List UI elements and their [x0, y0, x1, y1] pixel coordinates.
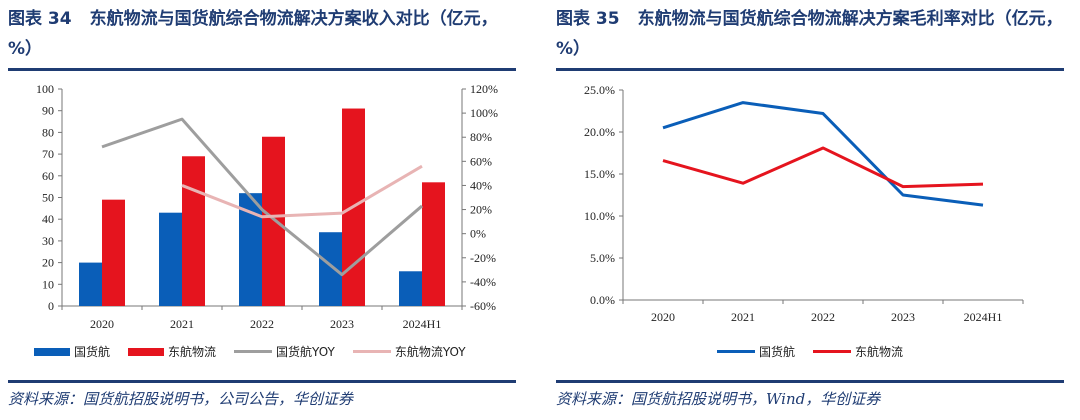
- title-divider: [8, 68, 516, 71]
- y-tick-label-right: -20%: [470, 251, 496, 265]
- y-tick-label-right: 80%: [470, 130, 492, 144]
- y-tick-label-right: 40%: [470, 178, 492, 192]
- y-tick-label: 15.0%: [584, 167, 615, 181]
- y-tick-label-left: 20: [42, 256, 54, 270]
- y-tick-label-right: 20%: [470, 203, 492, 217]
- legend-swatch: [128, 347, 165, 356]
- chart-title-text: 东航物流与国货航综合物流解决方案毛利率对比（亿元，%）: [556, 9, 1063, 59]
- line-donghang: [662, 146, 984, 189]
- chart-panel-revenue: 图表 34 东航物流与国货航综合物流解决方案收入对比（亿元，%） 0 10 20 30 4…: [4, 0, 534, 420]
- y-tick-label: 0.0%: [590, 293, 615, 307]
- y-tick-label-left: 40: [42, 212, 54, 226]
- line-guohuohang: [662, 101, 984, 207]
- y-tick-label-left: 70: [42, 147, 54, 161]
- legend-item: 东航物流: [813, 343, 903, 360]
- revenue-chart: 0 10 20 30 40 50 60 70 80 90 100 -60% -40% -20% 0% 20% 4…: [36, 82, 498, 331]
- legend-label: 东航物流YOY: [394, 345, 466, 359]
- chart-legend: 国货航 东航物流: [717, 343, 921, 360]
- bar-guohuohang: [159, 212, 182, 306]
- bar-guohuohang: [399, 271, 422, 306]
- chart-number: 图表 35: [556, 9, 620, 29]
- legend-label: 东航物流: [855, 345, 904, 359]
- legend-item: 东航物流: [128, 343, 216, 360]
- bar-donghang: [102, 199, 125, 306]
- legend-label: 国货航: [759, 345, 796, 359]
- source-note: 资料来源：国货航招股说明书，公司公告，华创证券: [8, 390, 354, 408]
- bar-donghang: [422, 182, 445, 306]
- chart-number: 图表 34: [8, 9, 72, 29]
- x-tick-label: 2020: [651, 310, 675, 324]
- y-tick-label-right: -40%: [470, 275, 496, 289]
- bar-donghang: [262, 136, 285, 306]
- legend-swatch: [234, 350, 273, 353]
- legend-item: 国货航: [34, 343, 110, 360]
- legend-swatch: [34, 347, 70, 356]
- legend-item: 国货航YOY: [234, 343, 335, 360]
- y-tick-label-right: 60%: [470, 154, 492, 168]
- y-tick-label-left: 60: [42, 169, 54, 183]
- y-tick-label: 5.0%: [590, 251, 615, 265]
- bar-guohuohang: [79, 262, 102, 306]
- legend-item: 东航物流YOY: [352, 343, 466, 360]
- x-tick-label: 2024H1: [964, 310, 1003, 324]
- legend-label: 东航物流: [168, 345, 217, 359]
- y-tick-label-left: 30: [42, 234, 54, 248]
- legend-swatch: [717, 350, 755, 353]
- source-divider: [8, 380, 516, 383]
- bar-guohuohang: [319, 232, 342, 306]
- title-divider: [556, 68, 1064, 71]
- legend-swatch: [813, 350, 852, 353]
- legend-label: 国货航YOY: [276, 345, 335, 359]
- y-tick-label-left: 100: [36, 82, 54, 96]
- legend-item: 国货航: [717, 343, 795, 360]
- x-tick-label: 2024H1: [403, 317, 442, 331]
- source-divider: [556, 380, 1064, 383]
- x-tick-label: 2022: [811, 310, 835, 324]
- y-tick-label: 10.0%: [584, 209, 615, 223]
- chart-legend: 国货航 东航物流 国货航YOY 东航物流YOY: [34, 343, 484, 360]
- x-tick-label: 2021: [170, 317, 194, 331]
- chart-panel-margin: 图表 35 东航物流与国货航综合物流解决方案毛利率对比（亿元，%） 0.0% 5.0…: [552, 0, 1080, 420]
- y-tick-label-right: -60%: [470, 299, 496, 313]
- y-tick-label-left: 0: [48, 299, 54, 313]
- bar-guohuohang: [239, 193, 262, 306]
- y-tick-label-left: 10: [42, 277, 54, 291]
- chart-title-text: 东航物流与国货航综合物流解决方案收入对比（亿元，%）: [8, 9, 498, 59]
- x-tick-label: 2021: [731, 310, 755, 324]
- x-tick-label: 2023: [891, 310, 915, 324]
- bar-donghang: [182, 156, 205, 306]
- y-tick-label: 25.0%: [584, 83, 615, 97]
- y-tick-label-right: 100%: [470, 106, 498, 120]
- y-tick-label-left: 90: [42, 104, 54, 118]
- x-tick-label: 2022: [250, 317, 274, 331]
- line-donghang-yoy: [181, 164, 423, 219]
- x-tick-label: 2020: [90, 317, 114, 331]
- x-tick-label: 2023: [330, 317, 354, 331]
- y-tick-label-right: 0%: [470, 227, 486, 241]
- y-tick-label-left: 80: [42, 125, 54, 139]
- chart-title: 图表 34 东航物流与国货航综合物流解决方案收入对比（亿元，%）: [8, 4, 518, 64]
- y-tick-label: 20.0%: [584, 125, 615, 139]
- margin-chart: 0.0% 5.0% 10.0% 15.0% 20.0% 25.0% 2020 2021 2022…: [584, 83, 1024, 324]
- chart-title: 图表 35 东航物流与国货航综合物流解决方案毛利率对比（亿元，%）: [556, 4, 1066, 64]
- y-tick-label-right: 120%: [470, 82, 498, 96]
- source-note: 资料来源：国货航招股说明书，Wind，华创证券: [556, 390, 881, 408]
- y-tick-label-left: 50: [42, 191, 54, 205]
- legend-label: 国货航: [74, 345, 111, 359]
- legend-swatch: [352, 350, 391, 353]
